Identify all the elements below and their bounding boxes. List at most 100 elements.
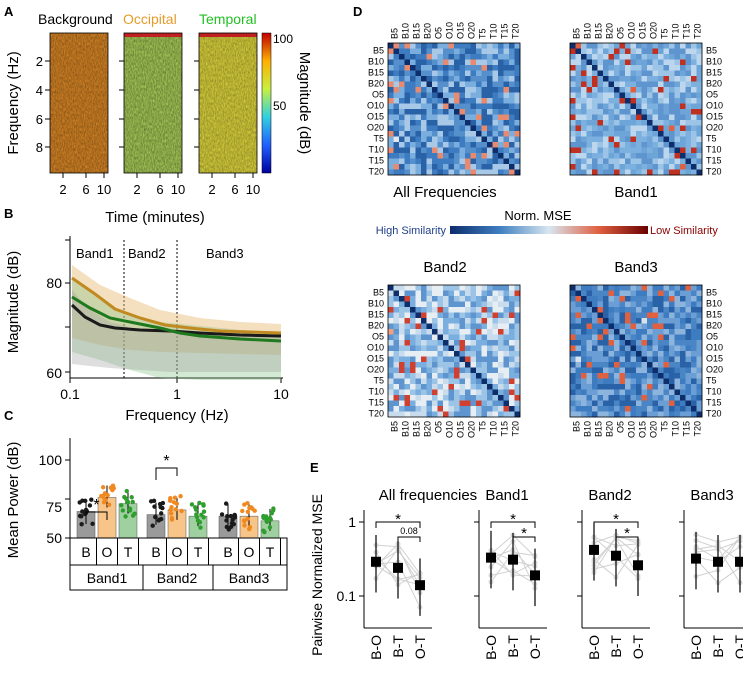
matrix-tick-label: T5 xyxy=(660,421,670,432)
band-label-3: Band3 xyxy=(229,570,270,586)
data-point xyxy=(240,508,245,514)
matrix-tick-label: O20 xyxy=(706,123,723,133)
matrix-tick-label: T15 xyxy=(706,156,722,166)
matrix-tick-label: O10 xyxy=(706,343,723,353)
data-point xyxy=(178,493,183,499)
e-group-title: All frequencies xyxy=(379,487,477,504)
c-category-table xyxy=(69,537,288,591)
data-point xyxy=(158,504,163,510)
matrix-tick-label: O15 xyxy=(706,354,723,364)
c-ytick: 50 xyxy=(46,530,62,546)
data-point xyxy=(245,509,251,514)
matrix-tick-label: T5 xyxy=(373,134,384,144)
data-point xyxy=(223,501,229,506)
matrix-tick-label: B5 xyxy=(373,288,384,298)
temporal-line xyxy=(71,295,282,343)
panel-b-letter: B xyxy=(4,206,13,221)
data-point xyxy=(99,493,104,499)
data-point xyxy=(245,516,250,522)
data-point xyxy=(110,483,116,488)
panel-e-ylabel: Pairwise Normalized MSE xyxy=(309,494,325,656)
occipital-line xyxy=(71,276,282,335)
data-point xyxy=(150,523,155,528)
matrix-tick-label: O10 xyxy=(367,343,384,353)
condition-label: T xyxy=(194,544,203,560)
data-point xyxy=(269,511,274,516)
data-point xyxy=(129,495,134,500)
b-xtick-10: 10 xyxy=(273,386,289,402)
data-point xyxy=(242,523,247,528)
data-point xyxy=(264,514,269,519)
matrix-tick-label: B20 xyxy=(706,79,722,89)
e-bracket xyxy=(593,521,639,528)
matrix-tick-label: O20 xyxy=(706,365,723,375)
temporal-ci xyxy=(72,278,281,380)
significance-bracket xyxy=(155,467,178,480)
significance-star: * xyxy=(163,453,169,470)
data-point xyxy=(179,508,184,514)
data-point xyxy=(130,513,136,518)
data-point xyxy=(194,514,200,520)
matrix-tick-label: B10 xyxy=(583,421,593,437)
e-mean-marker xyxy=(530,570,540,581)
cbar-tick-100: 100 xyxy=(273,32,293,46)
matrix-tick-label: O5 xyxy=(372,332,384,342)
mse-group-3: Band3 B-O B-T O-T xyxy=(679,487,743,660)
matrix-tick-label: T20 xyxy=(511,23,521,39)
e-xtick: B-T xyxy=(710,635,726,658)
data-point xyxy=(90,521,95,526)
matrix-tick-label: B15 xyxy=(594,421,604,437)
matrix-tick-label: B5 xyxy=(373,46,384,56)
data-point xyxy=(87,503,93,508)
band-label-2: Band2 xyxy=(128,246,166,261)
data-point xyxy=(267,525,273,530)
data-point xyxy=(193,505,198,510)
matrix-tick-label: O15 xyxy=(456,421,466,438)
matrix-tick-label: T5 xyxy=(706,376,717,386)
panel-e: E Pairwise Normalized MSE All frequencie… xyxy=(309,460,743,660)
a-xtick: 10 xyxy=(246,182,260,197)
c-ytick: 75 xyxy=(46,499,62,515)
matrix-tick-label: B5 xyxy=(390,421,400,432)
data-point xyxy=(197,500,202,506)
data-point xyxy=(228,513,234,519)
condition-label: T xyxy=(124,544,133,560)
e-mean-marker xyxy=(508,554,518,565)
band-label-1: Band1 xyxy=(76,246,114,261)
matrix-title-band1: Band1 xyxy=(614,184,657,201)
matrix-tick-label: B20 xyxy=(423,23,433,39)
matrix-tick-label: T10 xyxy=(368,387,384,397)
matrix-tick-label: T20 xyxy=(511,421,521,437)
matrix-tick-label: T15 xyxy=(682,421,692,437)
b-ytick-60: 60 xyxy=(46,365,62,381)
a-xtick: 10 xyxy=(97,182,111,197)
matrix-tick-label: B10 xyxy=(401,23,411,39)
data-point xyxy=(201,509,207,514)
matrix-tick-label: B5 xyxy=(706,288,717,298)
data-point xyxy=(169,505,174,510)
panel-c-ylabel: Mean Power (dB) xyxy=(5,442,22,559)
matrix-tick-label: B10 xyxy=(368,57,384,67)
matrix-tick-label: O20 xyxy=(649,421,659,438)
e-group-title: Band1 xyxy=(485,487,528,504)
matrix-tick-label: T10 xyxy=(671,421,681,437)
e-bracket xyxy=(397,536,421,542)
data-point xyxy=(224,518,229,523)
e-bracket xyxy=(615,536,639,542)
spectrogram-occipital xyxy=(123,32,183,174)
e-group-title: Band2 xyxy=(588,487,631,504)
data-point xyxy=(77,500,82,505)
a-xtick: 6 xyxy=(156,182,163,197)
background-ci xyxy=(72,290,281,372)
data-point xyxy=(261,528,266,533)
matrix-tick-label: O5 xyxy=(616,421,626,433)
panel-d: D B5B5B10B10B15B15B20B20O5O5O10O10O15O15… xyxy=(353,4,723,438)
matrix-tick-label: T20 xyxy=(706,409,722,419)
data-point xyxy=(148,499,154,504)
panel-a-ylabel: Frequency (Hz) xyxy=(5,51,22,154)
matrix-tick-label: O10 xyxy=(445,421,455,438)
condition-label: O xyxy=(244,544,255,560)
condition-label: T xyxy=(266,544,275,560)
e-xtick: B-T xyxy=(608,635,624,658)
